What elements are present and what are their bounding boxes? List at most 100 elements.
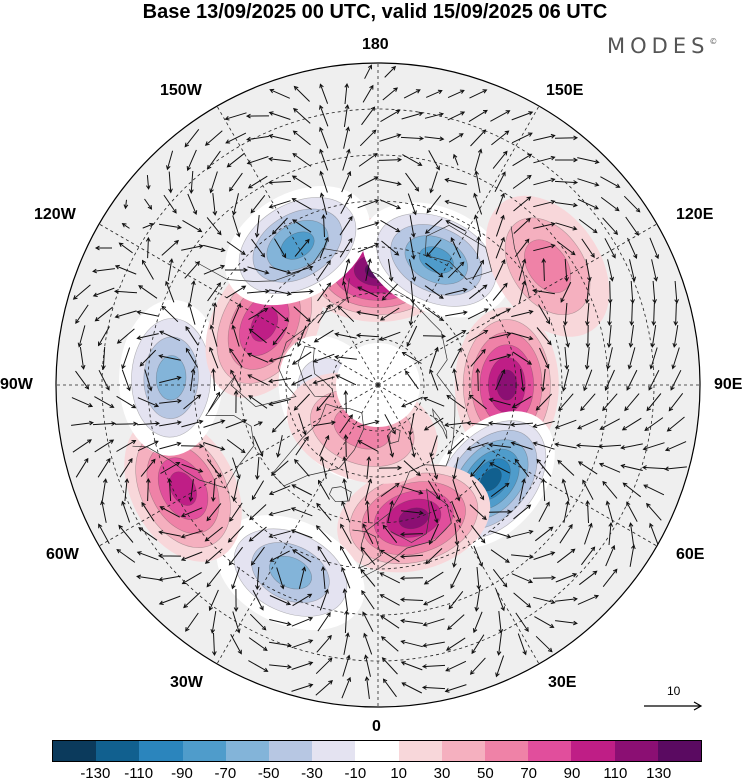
wind-arrow — [378, 157, 403, 163]
wind-arrow — [145, 175, 151, 190]
wind-arrow — [165, 280, 175, 303]
lon-label-60w: 60W — [46, 546, 79, 563]
wind-arrow — [344, 609, 349, 634]
wind-arrow — [298, 566, 307, 589]
wind-arrow — [357, 199, 380, 209]
wind-arrow — [473, 214, 482, 237]
wind-arrow — [291, 374, 313, 386]
wind-arrow — [670, 369, 682, 391]
reference-vector-label: 10 — [667, 684, 681, 698]
wind-arrow — [251, 480, 265, 501]
wind-arrow — [585, 259, 592, 282]
wind-arrow — [75, 457, 89, 478]
colorbar-tick-label: 10 — [390, 765, 407, 782]
wind-arrow — [203, 419, 226, 428]
wind-arrow — [363, 632, 373, 655]
wind-arrow — [422, 618, 445, 627]
wind-arrow — [118, 524, 134, 543]
wind-arrow — [519, 478, 526, 501]
wind-arrow — [604, 369, 615, 391]
wind-arrow — [426, 239, 442, 258]
wind-arrow — [268, 133, 291, 141]
wind-arrow — [292, 549, 312, 563]
wind-arrow — [379, 572, 401, 584]
wind-arrow — [137, 397, 160, 408]
wind-arrow — [470, 129, 487, 147]
wind-arrow — [554, 180, 579, 185]
wind-arrow — [255, 456, 260, 481]
wind-arrow — [342, 456, 349, 479]
wind-arrow — [341, 676, 352, 699]
wind-arrow — [145, 236, 151, 259]
wind-arrow — [181, 244, 204, 251]
wind-arrow — [231, 193, 239, 216]
wind-arrow — [228, 546, 243, 566]
wind-arrow — [602, 568, 618, 588]
colorbar-bin — [312, 741, 356, 761]
colorbar-bin — [485, 741, 529, 761]
wind-arrow — [248, 637, 268, 652]
wind-arrow — [232, 457, 241, 480]
wind-arrow — [473, 545, 483, 568]
wind-arrow — [422, 641, 445, 648]
wind-arrow — [204, 526, 223, 542]
wind-arrow — [599, 418, 620, 430]
wind-arrow — [467, 308, 489, 320]
wind-arrow — [379, 199, 402, 210]
wind-arrow — [94, 245, 112, 251]
wind-arrow — [273, 238, 287, 259]
wind-arrow — [532, 575, 557, 581]
wind-arrow — [291, 351, 312, 365]
wind-arrow — [231, 567, 241, 590]
lon-label-30e: 30E — [548, 674, 577, 691]
wind-arrow — [94, 439, 115, 453]
wind-arrow — [210, 611, 217, 634]
wind-arrow — [538, 501, 550, 522]
wind-arrow — [488, 442, 511, 448]
wind-arrow — [187, 302, 196, 325]
wind-arrow — [426, 89, 443, 98]
wind-arrow — [203, 442, 226, 451]
wind-arrow — [185, 612, 199, 632]
wind-arrow — [291, 683, 314, 692]
wind-arrow — [511, 132, 533, 144]
wind-arrow — [536, 327, 552, 346]
wind-arrow — [290, 289, 315, 294]
wind-arrow — [250, 546, 265, 566]
wind-arrow — [316, 502, 332, 521]
wind-arrow — [250, 194, 266, 214]
wind-arrow — [554, 442, 577, 449]
wind-arrow — [269, 641, 292, 648]
wind-arrow — [181, 419, 204, 428]
wind-arrow — [292, 593, 313, 607]
wind-arrow — [641, 465, 666, 470]
wind-arrow — [666, 416, 685, 432]
wind-arrow — [403, 460, 421, 477]
wind-arrow — [337, 305, 355, 323]
wind-arrow — [228, 172, 243, 192]
wind-arrow — [445, 637, 466, 651]
wind-arrow — [511, 395, 532, 409]
lon-label-150w: 150W — [160, 82, 202, 99]
wind-arrow — [427, 480, 441, 501]
wind-arrow — [405, 172, 420, 192]
wind-arrow — [230, 634, 242, 655]
wind-arrow — [384, 414, 396, 435]
wind-arrow — [556, 548, 576, 564]
wind-arrow — [448, 133, 464, 143]
wind-arrow — [518, 280, 527, 303]
wind-arrow — [513, 196, 532, 212]
lon-label-120w: 120W — [34, 206, 76, 223]
wind-arrow — [602, 480, 618, 499]
wind-arrow — [429, 346, 439, 369]
wind-arrow — [253, 421, 263, 427]
wind-arrow — [626, 369, 638, 391]
wind-arrow — [209, 324, 218, 347]
wind-arrow — [249, 504, 267, 521]
wind-arrow — [651, 259, 658, 282]
wind-arrow — [491, 130, 510, 146]
wind-arrow — [145, 477, 151, 502]
wind-arrow — [555, 222, 578, 231]
wind-arrow — [561, 478, 570, 501]
wind-arrow — [495, 214, 505, 237]
